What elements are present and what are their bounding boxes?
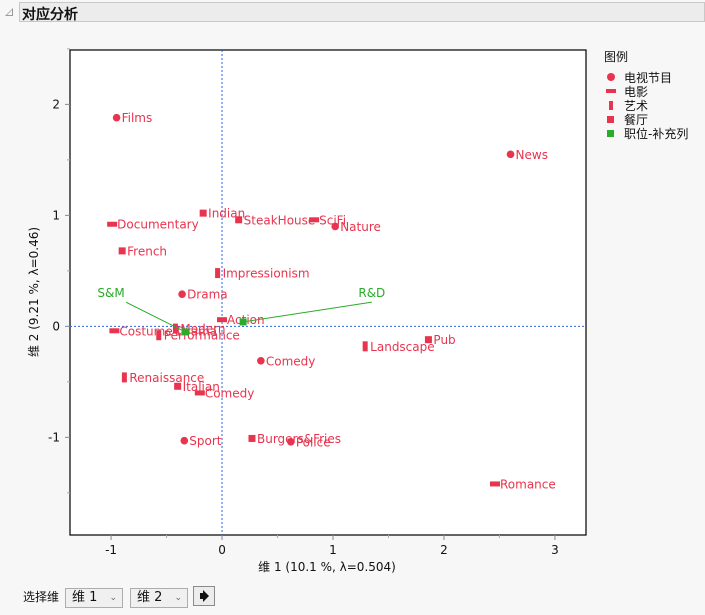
point-label: Films: [122, 111, 153, 125]
reference-lines: [70, 50, 586, 535]
hbar-marker-icon: [309, 217, 320, 223]
square-marker-icon: [174, 382, 182, 390]
legend-label: 职位-补充列: [624, 126, 689, 141]
hbar-marker-icon: [107, 221, 118, 227]
go-button[interactable]: [193, 586, 215, 606]
x-tick-label: 3: [551, 543, 559, 557]
dim-x-select[interactable]: 维 1 ⌄: [65, 588, 123, 608]
legend-item[interactable]: 餐厅: [604, 112, 688, 127]
square-marker-icon: [604, 113, 618, 125]
vbar-marker-icon: [156, 330, 162, 341]
x-tick-label: 1: [329, 543, 337, 557]
hbar-marker-icon: [194, 390, 205, 396]
point-label: Costume Drama: [119, 324, 217, 338]
point-label: Nature: [340, 220, 381, 234]
point-label: Burgers&Fries: [257, 432, 341, 446]
point-label: Police: [296, 435, 331, 449]
hbar-marker-icon: [490, 481, 501, 487]
chevron-down-icon: ⌄: [109, 593, 117, 603]
circle-marker-icon: [287, 437, 295, 446]
legend-item[interactable]: 艺术: [604, 98, 688, 113]
hbar-marker-icon: [217, 317, 228, 323]
point-label: Comedy: [205, 386, 255, 400]
report-title: 对应分析: [22, 7, 78, 23]
square-marker-icon: [181, 328, 189, 336]
dim-x-value: 维 1: [72, 590, 98, 605]
data-points: Films News Nature Drama Comedy Sport Police Doc…: [97, 111, 555, 491]
square-marker-icon: [239, 318, 247, 326]
axes: -1 0 1 2 3 -1 0 1 2: [48, 48, 559, 557]
point-label: Italian: [183, 380, 220, 394]
square-marker-icon: [604, 127, 618, 139]
y-tick-label: 2: [52, 97, 60, 111]
dim-y-value: 维 2: [137, 590, 163, 605]
x-tick-label: 0: [218, 543, 226, 557]
point-label: Comedy: [266, 354, 316, 368]
y-tick-label: 0: [52, 319, 60, 333]
circle-marker-icon: [604, 71, 618, 83]
series-餐厅: IndianSteakHouseFrenchPubItalianBurgers&…: [118, 207, 456, 446]
legend-item[interactable]: 电视节目: [604, 70, 688, 85]
point-label: Landscape: [370, 340, 434, 354]
circle-marker-icon: [178, 290, 186, 298]
vbar-marker-icon: [172, 323, 178, 334]
square-marker-icon: [248, 434, 256, 442]
legend-title: 图例: [604, 50, 629, 64]
point-label: Renaissance: [129, 371, 204, 385]
x-tick-label: 2: [440, 543, 448, 557]
hbar-marker-icon: [109, 328, 120, 334]
point-label: Sport: [189, 434, 222, 448]
point-label: SciFi: [319, 213, 346, 227]
square-marker-icon: [235, 216, 243, 224]
series-电视节目: Films News Nature Drama Comedy Sport Police: [112, 111, 548, 449]
circle-marker-icon: [180, 436, 189, 445]
legend-item[interactable]: 电影: [604, 84, 688, 99]
square-marker-icon: [199, 209, 207, 217]
legend-item[interactable]: 职位-补充列: [604, 126, 689, 141]
vbar-marker-icon: [121, 372, 127, 383]
disclosure-triangle-icon[interactable]: [5, 8, 13, 16]
point-label: Drama: [187, 288, 228, 302]
plot-frame: [69, 49, 587, 536]
square-marker-icon: [424, 336, 432, 344]
legend-label: 艺术: [624, 98, 649, 113]
circle-marker-icon: [257, 356, 265, 365]
circle-marker-icon: [331, 222, 340, 231]
chevron-down-icon: ⌄: [174, 593, 182, 603]
point-label: Romance: [500, 477, 556, 491]
point-label: R&D: [358, 286, 385, 300]
series-职位-补充列: S&M R&D: [97, 286, 385, 336]
point-label: Modern: [180, 322, 225, 336]
legend-label: 电视节目: [624, 70, 673, 85]
legend-label: 电影: [624, 84, 649, 99]
report-outline-header[interactable]: 对应分析: [19, 2, 705, 23]
legend-label: 餐厅: [624, 112, 649, 127]
y-tick-label: -1: [48, 430, 60, 444]
dim-y-select[interactable]: 维 2 ⌄: [130, 588, 188, 608]
circle-marker-icon: [506, 150, 515, 159]
point-label: Impressionism: [223, 267, 310, 281]
y-axis-label: 维 2 (9.21 %, λ=0.46): [27, 227, 41, 357]
point-label: French: [127, 244, 167, 258]
hbar-marker-icon: [604, 85, 618, 97]
vbar-marker-icon: [604, 99, 618, 111]
legend: 图例 电视节目 电影 艺术 餐厅 职位-补充列: [604, 48, 689, 141]
vbar-marker-icon: [362, 341, 368, 352]
point-label: Performance: [164, 329, 240, 343]
point-label: Documentary: [117, 218, 199, 232]
square-marker-icon: [118, 247, 126, 255]
vbar-marker-icon: [215, 268, 221, 279]
x-axis-label: 维 1 (10.1 %, λ=0.504): [258, 560, 396, 574]
arrow-right-icon: [200, 590, 209, 602]
point-label: S&M: [97, 286, 124, 300]
point-label: SteakHouse: [244, 213, 316, 227]
point-label: Pub: [433, 333, 455, 347]
circle-marker-icon: [112, 113, 121, 122]
x-tick-label: -1: [105, 543, 117, 557]
dimension-selector: 选择维 维 1 ⌄ 维 2 ⌄: [0, 585, 705, 615]
point-label: News: [516, 148, 548, 162]
correspondence-plot[interactable]: -1 0 1 2 3 -1 0 1 2 Films News Nature Drama Comedy Sp…: [0, 0, 705, 585]
select-dimension-label: 选择维: [23, 590, 60, 604]
y-tick-label: 1: [52, 208, 60, 222]
